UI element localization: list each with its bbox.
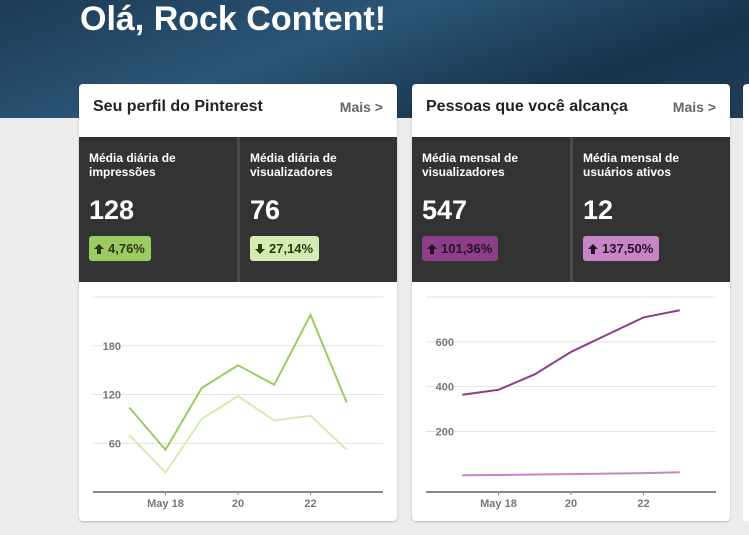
change-badge: 27,14% (250, 236, 320, 261)
card-title: Pessoas que você alcança (426, 98, 628, 115)
line-chart: 200 400 600 May 18 20 22 (426, 296, 716, 510)
line-chart: 60 120 180 May 18 20 22 (93, 296, 383, 510)
next-card (743, 84, 749, 521)
y-tick-label: 180 (103, 341, 121, 353)
more-link[interactable]: Mais > (339, 99, 383, 115)
x-tick-label: 20 (565, 498, 577, 510)
x-tick-label: May 18 (147, 498, 184, 510)
change-badge: 101,36% (422, 236, 499, 261)
change-value: 27,14% (269, 241, 314, 256)
stat-label: Média mensal de usuários ativos (583, 151, 680, 179)
y-tick-label: 600 (436, 337, 454, 349)
x-tick-label: 20 (232, 498, 244, 510)
x-tick-label: 22 (304, 498, 316, 510)
arrow (94, 243, 104, 254)
arrow (588, 243, 598, 254)
stats-panel: Média mensal de visualizadores 547 101,36%… (412, 137, 730, 282)
arrow-icon (94, 243, 104, 254)
arrow-icon (427, 243, 437, 254)
card-title: Seu perfil do Pinterest (93, 98, 263, 115)
card: Pessoas que você alcança Mais > Média mens… (412, 84, 730, 521)
page-title: Olá, Rock Content! (80, 0, 387, 38)
stat: Média diária de impressões 128 4,76% (79, 137, 237, 282)
arrow-icon (255, 243, 265, 254)
change-badge: 4,76% (89, 236, 151, 261)
more-link[interactable]: Mais > (672, 99, 716, 115)
x-tick-label: 22 (637, 498, 649, 510)
stat-value: 76 (250, 195, 281, 225)
series-line (128, 394, 348, 475)
y-tick-label: 120 (103, 390, 121, 402)
arrow (427, 243, 437, 254)
arrow-icon (588, 243, 598, 254)
series-line (462, 471, 680, 477)
stat-value: 12 (583, 195, 614, 225)
stat-label: Média mensal de visualizadores (422, 151, 519, 179)
stat: Média diária de visualizadores 76 27,14% (237, 137, 397, 282)
y-tick-label: 60 (109, 438, 121, 450)
stat: Média mensal de usuários ativos 12 137,50% (570, 137, 730, 282)
card: Seu perfil do Pinterest Mais > Média diári… (79, 84, 397, 521)
series-line (462, 309, 680, 396)
y-tick-label: 400 (436, 382, 454, 394)
stat-label: Média diária de visualizadores (250, 151, 337, 179)
stats-panel: Média diária de impressões 128 4,76% Média … (79, 137, 397, 282)
change-badge: 137,50% (583, 236, 660, 261)
stat-value: 547 (422, 195, 468, 225)
y-tick-label: 200 (436, 426, 454, 438)
change-value: 101,36% (441, 241, 493, 256)
x-tick-label: May 18 (480, 498, 517, 510)
arrow (255, 243, 265, 254)
change-value: 137,50% (602, 241, 654, 256)
change-value: 4,76% (108, 241, 145, 256)
stat: Média mensal de visualizadores 547 101,36% (412, 137, 570, 282)
stat-label: Média diária de impressões (89, 151, 176, 179)
stat-value: 128 (89, 195, 135, 225)
series-line (128, 312, 348, 452)
